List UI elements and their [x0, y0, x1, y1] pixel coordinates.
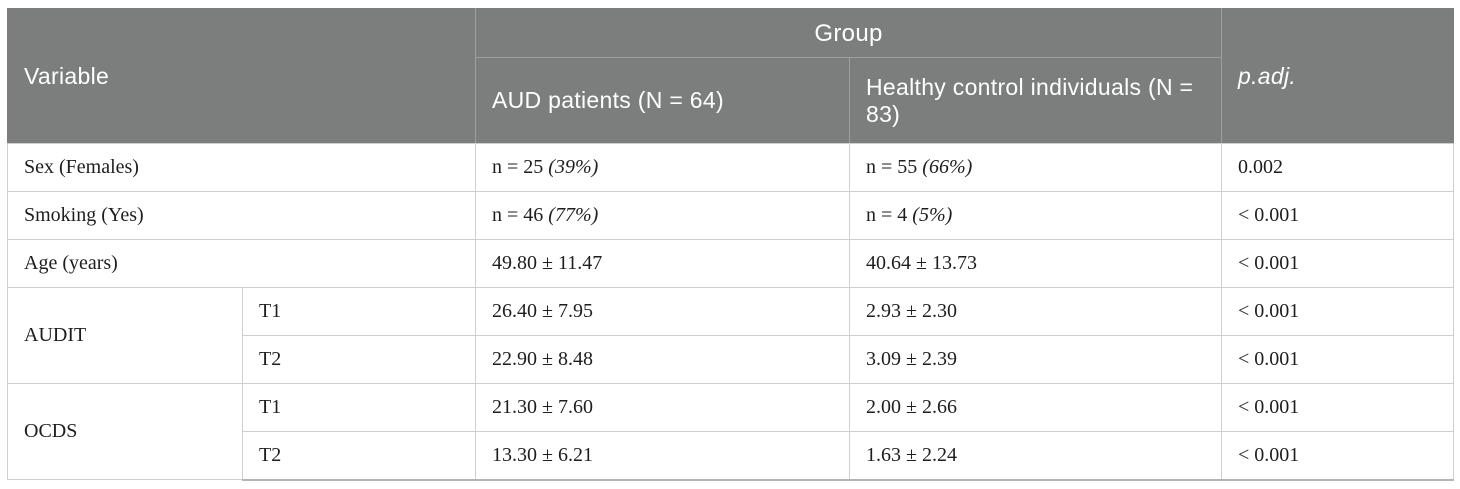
aud-value-cell: 22.90 ± 8.48 [475, 335, 850, 384]
cell-value: 49.80 ± 11.47 [492, 252, 603, 274]
column-header-group: Group [474, 8, 1223, 58]
padj-cell: < 0.001 [1221, 239, 1455, 288]
padj-cell: < 0.001 [1221, 335, 1455, 384]
padj-cell: < 0.001 [1221, 431, 1455, 481]
hc-value-cell: 3.09 ± 2.39 [848, 335, 1223, 384]
column-header-variable: Variable [7, 8, 476, 144]
cell-value: 1.63 ± 2.24 [866, 443, 957, 466]
hc-value-cell: 2.93 ± 2.30 [848, 287, 1223, 336]
hc-value-cell: n = 4 (5%) [848, 191, 1223, 240]
column-header-padj: p.adj. [1221, 8, 1455, 144]
header-row-subgroups: AUD patients (N = 64) Healthy control in… [8, 57, 1454, 144]
variable-cell: Smoking (Yes) [7, 191, 476, 240]
cell-value: n = 4 [866, 204, 908, 226]
column-header-healthy-controls: Healthy control individuals (N = 83) [848, 57, 1223, 144]
table-row-audit-t2: T2 22.90 ± 8.48 3.09 ± 2.39 < 0.001 [8, 335, 1455, 384]
variable-cell: OCDS [7, 383, 243, 480]
cell-value: n = 46 [492, 204, 544, 226]
aud-value-cell: 13.30 ± 6.21 [475, 431, 850, 481]
demographics-table: Variable Group p.adj. AUD patients (N = … [7, 8, 1455, 481]
header-row-group: Variable Group p.adj. [7, 8, 1455, 144]
cell-value: 40.64 ± 13.73 [866, 252, 977, 274]
padj-cell: 0.002 [1221, 143, 1455, 192]
table-row-audit-t1: AUDIT T1 26.40 ± 7.95 2.93 ± 2.30 < 0.00… [7, 287, 1455, 384]
timepoint-cell: T2 [242, 335, 476, 384]
variable-cell: AUDIT [7, 287, 243, 384]
hc-value-cell: 2.00 ± 2.66 [848, 383, 1223, 432]
aud-value-cell: 26.40 ± 7.95 [475, 287, 850, 336]
variable-cell: Age (years) [7, 239, 476, 288]
padj-cell: < 0.001 [1221, 191, 1455, 240]
table-header: Variable Group p.adj. AUD patients (N = … [7, 8, 1455, 144]
hc-value-cell: 1.63 ± 2.24 [848, 431, 1223, 481]
timepoint-cell: T1 [242, 383, 476, 432]
cell-percent-note: (66%) [922, 156, 973, 178]
table-row-age: Age (years) 49.80 ± 11.47 40.64 ± 13.73 … [7, 239, 1455, 288]
cell-percent-note: (5%) [912, 204, 953, 226]
cell-value: 26.40 ± 7.95 [492, 300, 593, 322]
cell-value: 22.90 ± 8.48 [492, 348, 593, 370]
cell-percent-note: (39%) [548, 156, 599, 178]
timepoint-cell: T1 [242, 287, 476, 336]
hc-value-cell: n = 55 (66%) [848, 143, 1223, 192]
column-header-aud-patients: AUD patients (N = 64) [475, 57, 850, 144]
aud-value-cell: n = 25 (39%) [475, 143, 850, 192]
cell-value: 3.09 ± 2.39 [866, 348, 957, 370]
cell-value: 2.93 ± 2.30 [866, 300, 957, 322]
table-row-sex: Sex (Females) n = 25 (39%) n = 55 (66%) … [7, 143, 1455, 192]
cell-value: 21.30 ± 7.60 [492, 396, 593, 418]
cell-value: 13.30 ± 6.21 [492, 443, 593, 466]
aud-value-cell: 21.30 ± 7.60 [475, 383, 850, 432]
cell-value: n = 55 [866, 156, 918, 178]
table-row-ocds-t2: T2 13.30 ± 6.21 1.63 ± 2.24 < 0.001 [8, 431, 1455, 481]
table-row-ocds-t1: OCDS T1 21.30 ± 7.60 2.00 ± 2.66 < 0.001 [7, 383, 1455, 480]
padj-cell: < 0.001 [1221, 287, 1455, 336]
cell-percent-note: (77%) [548, 204, 599, 226]
cell-value: n = 25 [492, 156, 544, 178]
aud-value-cell: n = 46 (77%) [475, 191, 850, 240]
aud-value-cell: 49.80 ± 11.47 [475, 239, 850, 288]
table-body: Sex (Females) n = 25 (39%) n = 55 (66%) … [7, 143, 1455, 481]
hc-value-cell: 40.64 ± 13.73 [848, 239, 1223, 288]
table-row-smoking: Smoking (Yes) n = 46 (77%) n = 4 (5%) < … [7, 191, 1455, 240]
timepoint-cell: T2 [242, 431, 476, 481]
cell-value: 2.00 ± 2.66 [866, 396, 957, 418]
variable-cell: Sex (Females) [7, 143, 476, 192]
padj-cell: < 0.001 [1221, 383, 1455, 432]
